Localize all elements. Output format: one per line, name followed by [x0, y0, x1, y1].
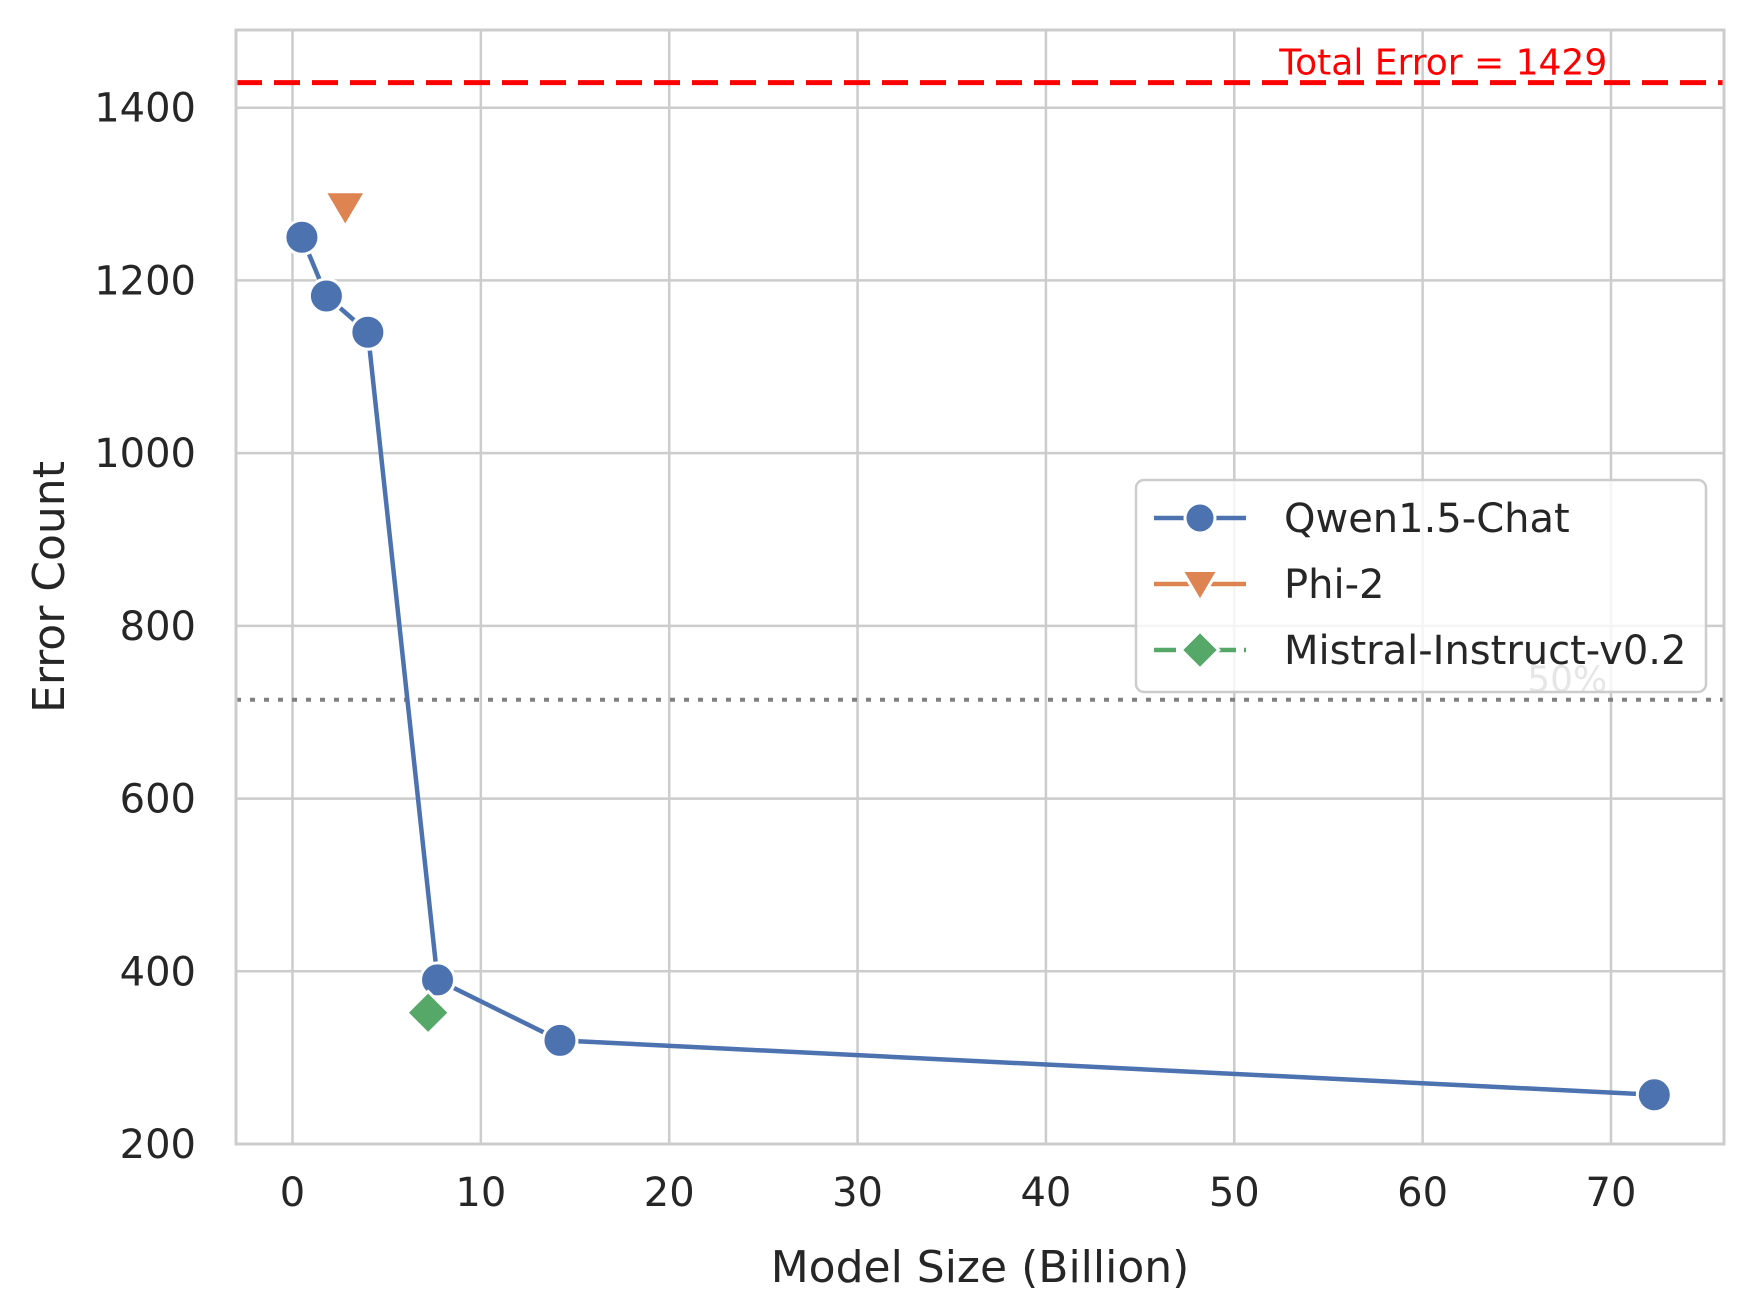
y-tick-label: 200: [120, 1122, 196, 1168]
legend-marker: [1179, 569, 1221, 605]
data-point: [349, 313, 387, 351]
data-point: [1635, 1076, 1673, 1114]
legend-marker: [1183, 501, 1217, 535]
x-tick-label: 70: [1586, 1170, 1637, 1216]
legend-label: Qwen1.5-Chat: [1284, 496, 1570, 542]
y-tick-label: 1400: [94, 86, 196, 132]
plot-frame: [234, 28, 1726, 1146]
data-point: [283, 218, 321, 256]
legend-marker: [1179, 629, 1221, 671]
y-tick-label: 1200: [94, 258, 196, 304]
data-point: [322, 190, 369, 230]
x-tick-label: 30: [832, 1170, 883, 1216]
data-series: [283, 190, 1673, 1114]
data-point: [541, 1021, 579, 1059]
x-tick-label: 0: [280, 1170, 305, 1216]
tick-labels: 0 10 20 30 40 50 60 70 200 400 600 800 1000 1200 1400: [94, 86, 1636, 1216]
x-tick-label: 20: [644, 1170, 695, 1216]
data-point: [307, 277, 345, 315]
y-tick-label: 400: [120, 949, 196, 995]
x-axis-label: Model Size (Billion): [771, 1242, 1190, 1293]
legend-label: Mistral-Instruct-v0.2: [1284, 628, 1686, 674]
y-axis-label: Error Count: [24, 461, 75, 713]
data-point: [419, 961, 457, 999]
x-tick-label: 40: [1020, 1170, 1071, 1216]
x-tick-label: 60: [1397, 1170, 1448, 1216]
y-tick-label: 800: [120, 604, 196, 650]
legend-box: [1134, 478, 1708, 694]
legend: Qwen1.5-Chat Phi-2 Mistral-Instruct-v0.2: [1134, 478, 1708, 694]
x-tick-label: 10: [455, 1170, 506, 1216]
data-point: [404, 989, 452, 1037]
total-error-annotation: Total Error = 1429: [1278, 43, 1607, 84]
x-tick-label: 50: [1209, 1170, 1260, 1216]
legend-label: Phi-2: [1284, 562, 1384, 608]
y-tick-label: 1000: [94, 431, 196, 477]
y-tick-label: 600: [120, 777, 196, 823]
